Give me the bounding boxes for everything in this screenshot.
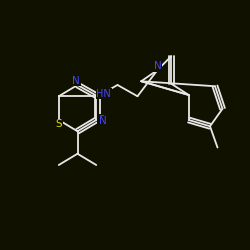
Text: HN: HN <box>96 89 111 99</box>
Text: S: S <box>56 120 62 130</box>
Text: O: O <box>97 115 106 125</box>
Text: N: N <box>154 61 162 71</box>
Text: N: N <box>72 76 80 86</box>
Text: N: N <box>98 116 106 126</box>
